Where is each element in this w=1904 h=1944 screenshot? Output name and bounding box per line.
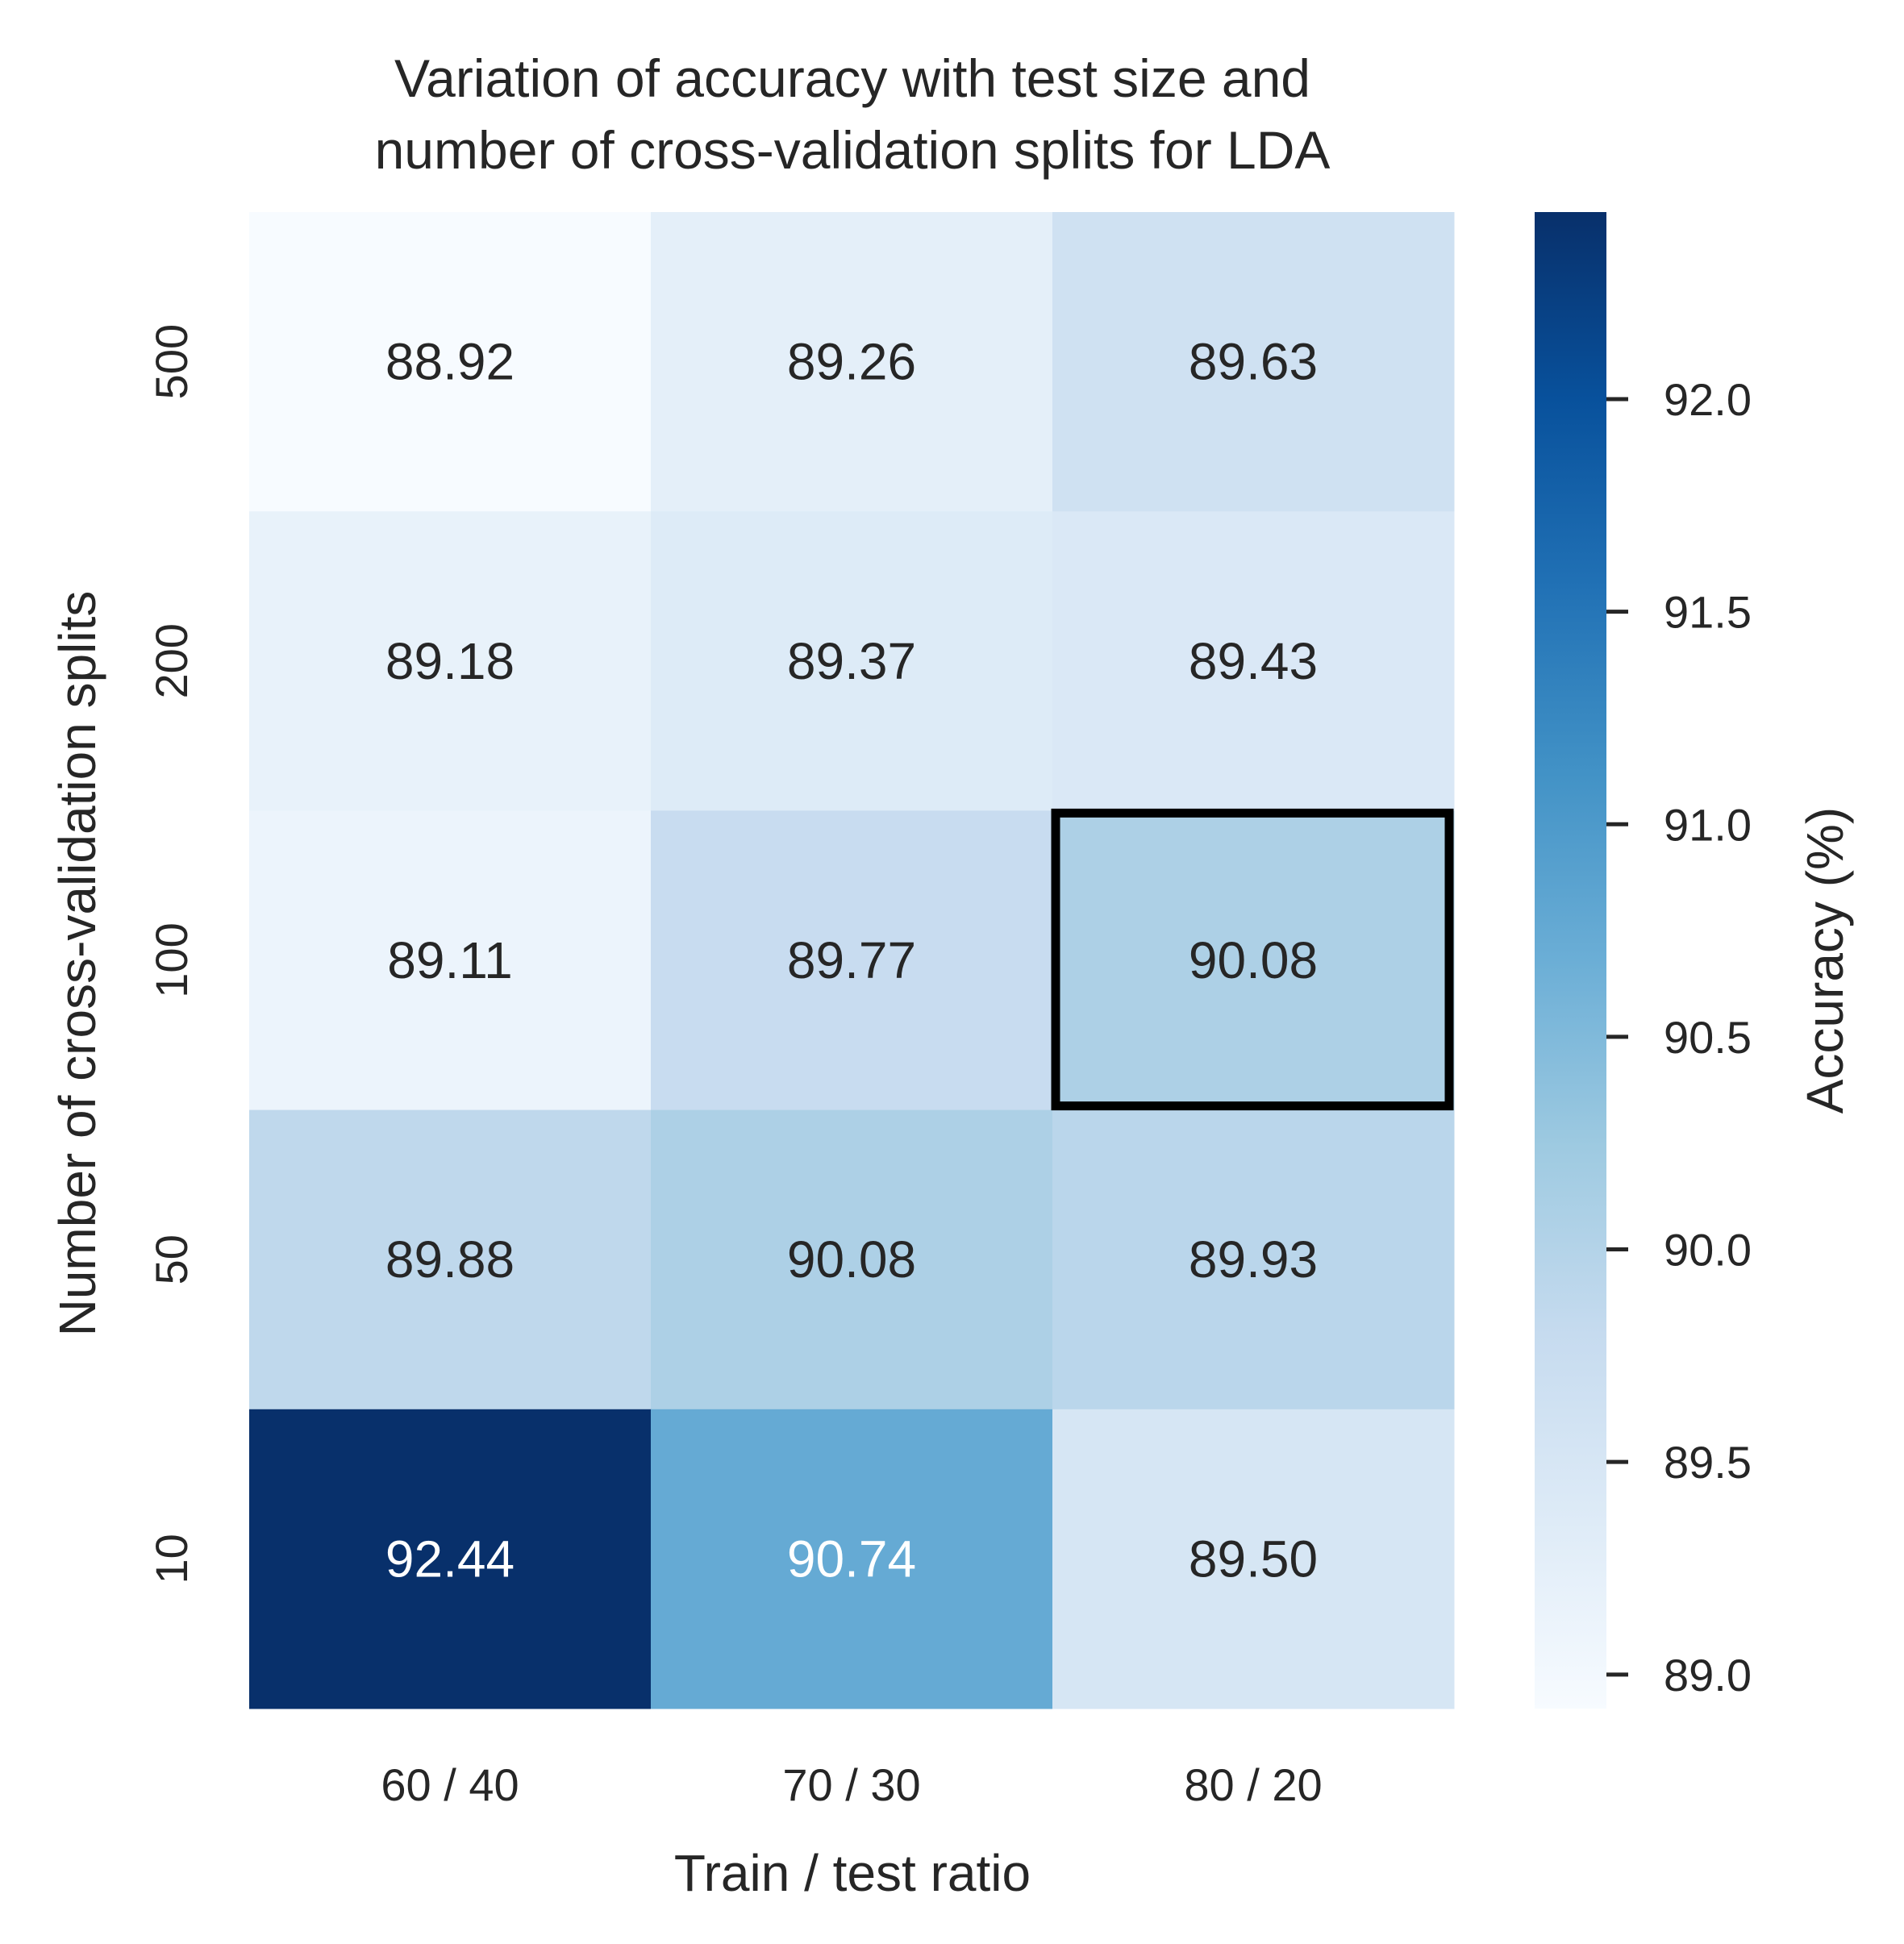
cell-value-label: 89.11 bbox=[387, 931, 512, 989]
heatmap-cell bbox=[651, 511, 1053, 811]
chart-title-line-1: Variation of accuracy with test size and bbox=[394, 48, 1310, 108]
colorbar-tick-label: 89.5 bbox=[1664, 1437, 1752, 1488]
heatmap-cell bbox=[651, 1109, 1053, 1410]
heatmap-cell bbox=[249, 1409, 652, 1709]
highlight-box bbox=[1051, 808, 1454, 1111]
cell-value-label: 89.63 bbox=[1189, 333, 1318, 391]
y-tick-label: 50 bbox=[146, 1234, 197, 1284]
chart-title-line-2: number of cross-validation splits for LD… bbox=[375, 120, 1331, 180]
x-axis-label: Train / test ratio bbox=[674, 1844, 1031, 1902]
cell-value-label: 89.88 bbox=[385, 1230, 515, 1288]
colorbar-ticks: 89.0 89.5 90.0 90.5 91.0 91.5 92.0 bbox=[1606, 374, 1752, 1700]
heatmap-cell bbox=[249, 810, 652, 1111]
heatmap-cell bbox=[1052, 810, 1455, 1111]
colorbar-tick-label: 89.0 bbox=[1664, 1650, 1752, 1700]
heatmap-cell bbox=[651, 1409, 1053, 1709]
cell-value-label: 88.92 bbox=[385, 333, 515, 391]
heatmap-cell bbox=[1052, 1409, 1455, 1709]
y-tick-label: 10 bbox=[146, 1534, 197, 1584]
y-tick-label: 100 bbox=[146, 922, 197, 997]
heatmap-cell-labels: 88.92 89.26 89.63 89.18 89.37 89.43 89.11 89.77… bbox=[385, 333, 1318, 1588]
heatmap-cell bbox=[249, 212, 652, 512]
colorbar-tick-label: 90.5 bbox=[1664, 1012, 1752, 1063]
cell-value-label: 89.37 bbox=[787, 632, 916, 690]
cell-value-label: 89.18 bbox=[385, 632, 515, 690]
x-tick-label: 60 / 40 bbox=[381, 1759, 519, 1810]
cell-value-label: 89.43 bbox=[1189, 632, 1318, 690]
y-tick-label: 200 bbox=[146, 623, 197, 698]
colorbar-tick-label: 90.0 bbox=[1664, 1225, 1752, 1276]
cell-value-label: 90.08 bbox=[787, 1230, 916, 1288]
y-tick-label: 500 bbox=[146, 324, 197, 399]
cell-value-label: 89.77 bbox=[787, 931, 916, 989]
cell-value-label: 89.50 bbox=[1189, 1530, 1318, 1588]
heatmap-cells bbox=[249, 212, 1455, 1709]
highlight-layer bbox=[1051, 808, 1454, 1111]
heatmap-cell bbox=[1052, 511, 1455, 811]
colorbar-tick-label: 92.0 bbox=[1664, 374, 1752, 425]
heatmap-cell bbox=[651, 212, 1053, 512]
cell-value-label: 89.26 bbox=[787, 333, 916, 391]
heatmap-cell bbox=[651, 810, 1053, 1111]
heatmap-cell bbox=[249, 511, 652, 811]
colorbar-tick-label: 91.0 bbox=[1664, 799, 1752, 850]
heatmap-cell bbox=[1052, 212, 1455, 512]
heatmap-cell bbox=[249, 1109, 652, 1410]
x-tick-label: 70 / 30 bbox=[782, 1759, 920, 1810]
x-tick-labels: 60 / 40 70 / 30 80 / 20 bbox=[381, 1759, 1322, 1810]
colorbar-label: Accuracy (%) bbox=[1796, 807, 1854, 1114]
cell-value-label: 90.74 bbox=[787, 1530, 916, 1588]
colorbar bbox=[1535, 212, 1606, 1709]
cell-value-label: 89.93 bbox=[1189, 1230, 1318, 1288]
cell-value-label: 92.44 bbox=[385, 1530, 515, 1588]
heatmap-cell bbox=[1052, 1109, 1455, 1410]
cell-value-label: 90.08 bbox=[1189, 931, 1318, 989]
x-tick-label: 80 / 20 bbox=[1184, 1759, 1322, 1810]
y-axis-label: Number of cross-validation splits bbox=[48, 591, 106, 1337]
y-tick-labels: 500 200 100 50 10 bbox=[146, 324, 197, 1584]
colorbar-tick-label: 91.5 bbox=[1664, 587, 1752, 638]
